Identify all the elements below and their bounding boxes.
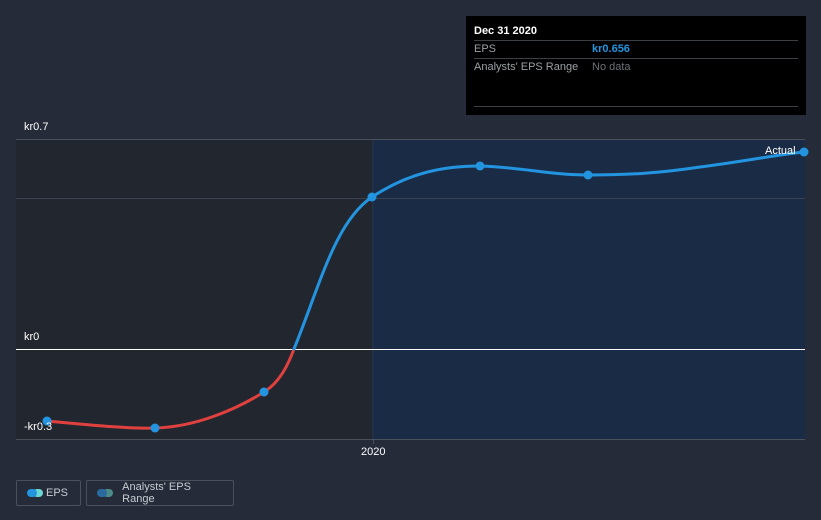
data-point[interactable] <box>367 192 377 202</box>
tooltip-label: EPS <box>474 43 497 55</box>
eps-line-positive <box>292 150 806 351</box>
data-point[interactable] <box>583 170 593 180</box>
tooltip-label: Analysts' EPS Range <box>474 61 579 73</box>
data-point[interactable] <box>42 416 52 426</box>
tooltip-row-range: Analysts' EPS Range No data <box>474 59 798 76</box>
forecast-region <box>373 139 805 439</box>
y-tick-label: -kr0.3 <box>24 421 53 433</box>
data-point-latest[interactable] <box>799 147 809 157</box>
range-swatch-icon <box>97 489 113 497</box>
data-point[interactable] <box>150 423 160 433</box>
tooltip-value: No data <box>592 61 631 73</box>
y-tick-label: kr0 <box>24 331 40 343</box>
data-point[interactable] <box>259 387 269 397</box>
tooltip-date: Dec 31 2020 <box>474 24 798 41</box>
data-point[interactable] <box>475 161 485 171</box>
tooltip-row-eps: EPS kr0.656 <box>474 41 798 59</box>
eps-line-negative <box>45 347 296 430</box>
legend-eps-button[interactable]: EPS <box>16 480 81 506</box>
tooltip-divider <box>474 106 798 107</box>
actual-label: Actual <box>765 145 796 157</box>
x-tick-label: 2020 <box>361 446 386 458</box>
legend-label: EPS <box>45 487 68 499</box>
eps-swatch-icon <box>27 489 43 497</box>
tooltip-value: kr0.656 <box>592 43 630 55</box>
legend-label: Analysts' EPS Range <box>122 481 191 505</box>
past-region <box>16 139 373 439</box>
y-tick-label: kr0.7 <box>24 121 49 133</box>
tooltip: Dec 31 2020 EPS kr0.656 Analysts' EPS Ra… <box>466 16 806 115</box>
legend-analysts-range-button[interactable]: Analysts' EPS Range <box>86 480 234 506</box>
